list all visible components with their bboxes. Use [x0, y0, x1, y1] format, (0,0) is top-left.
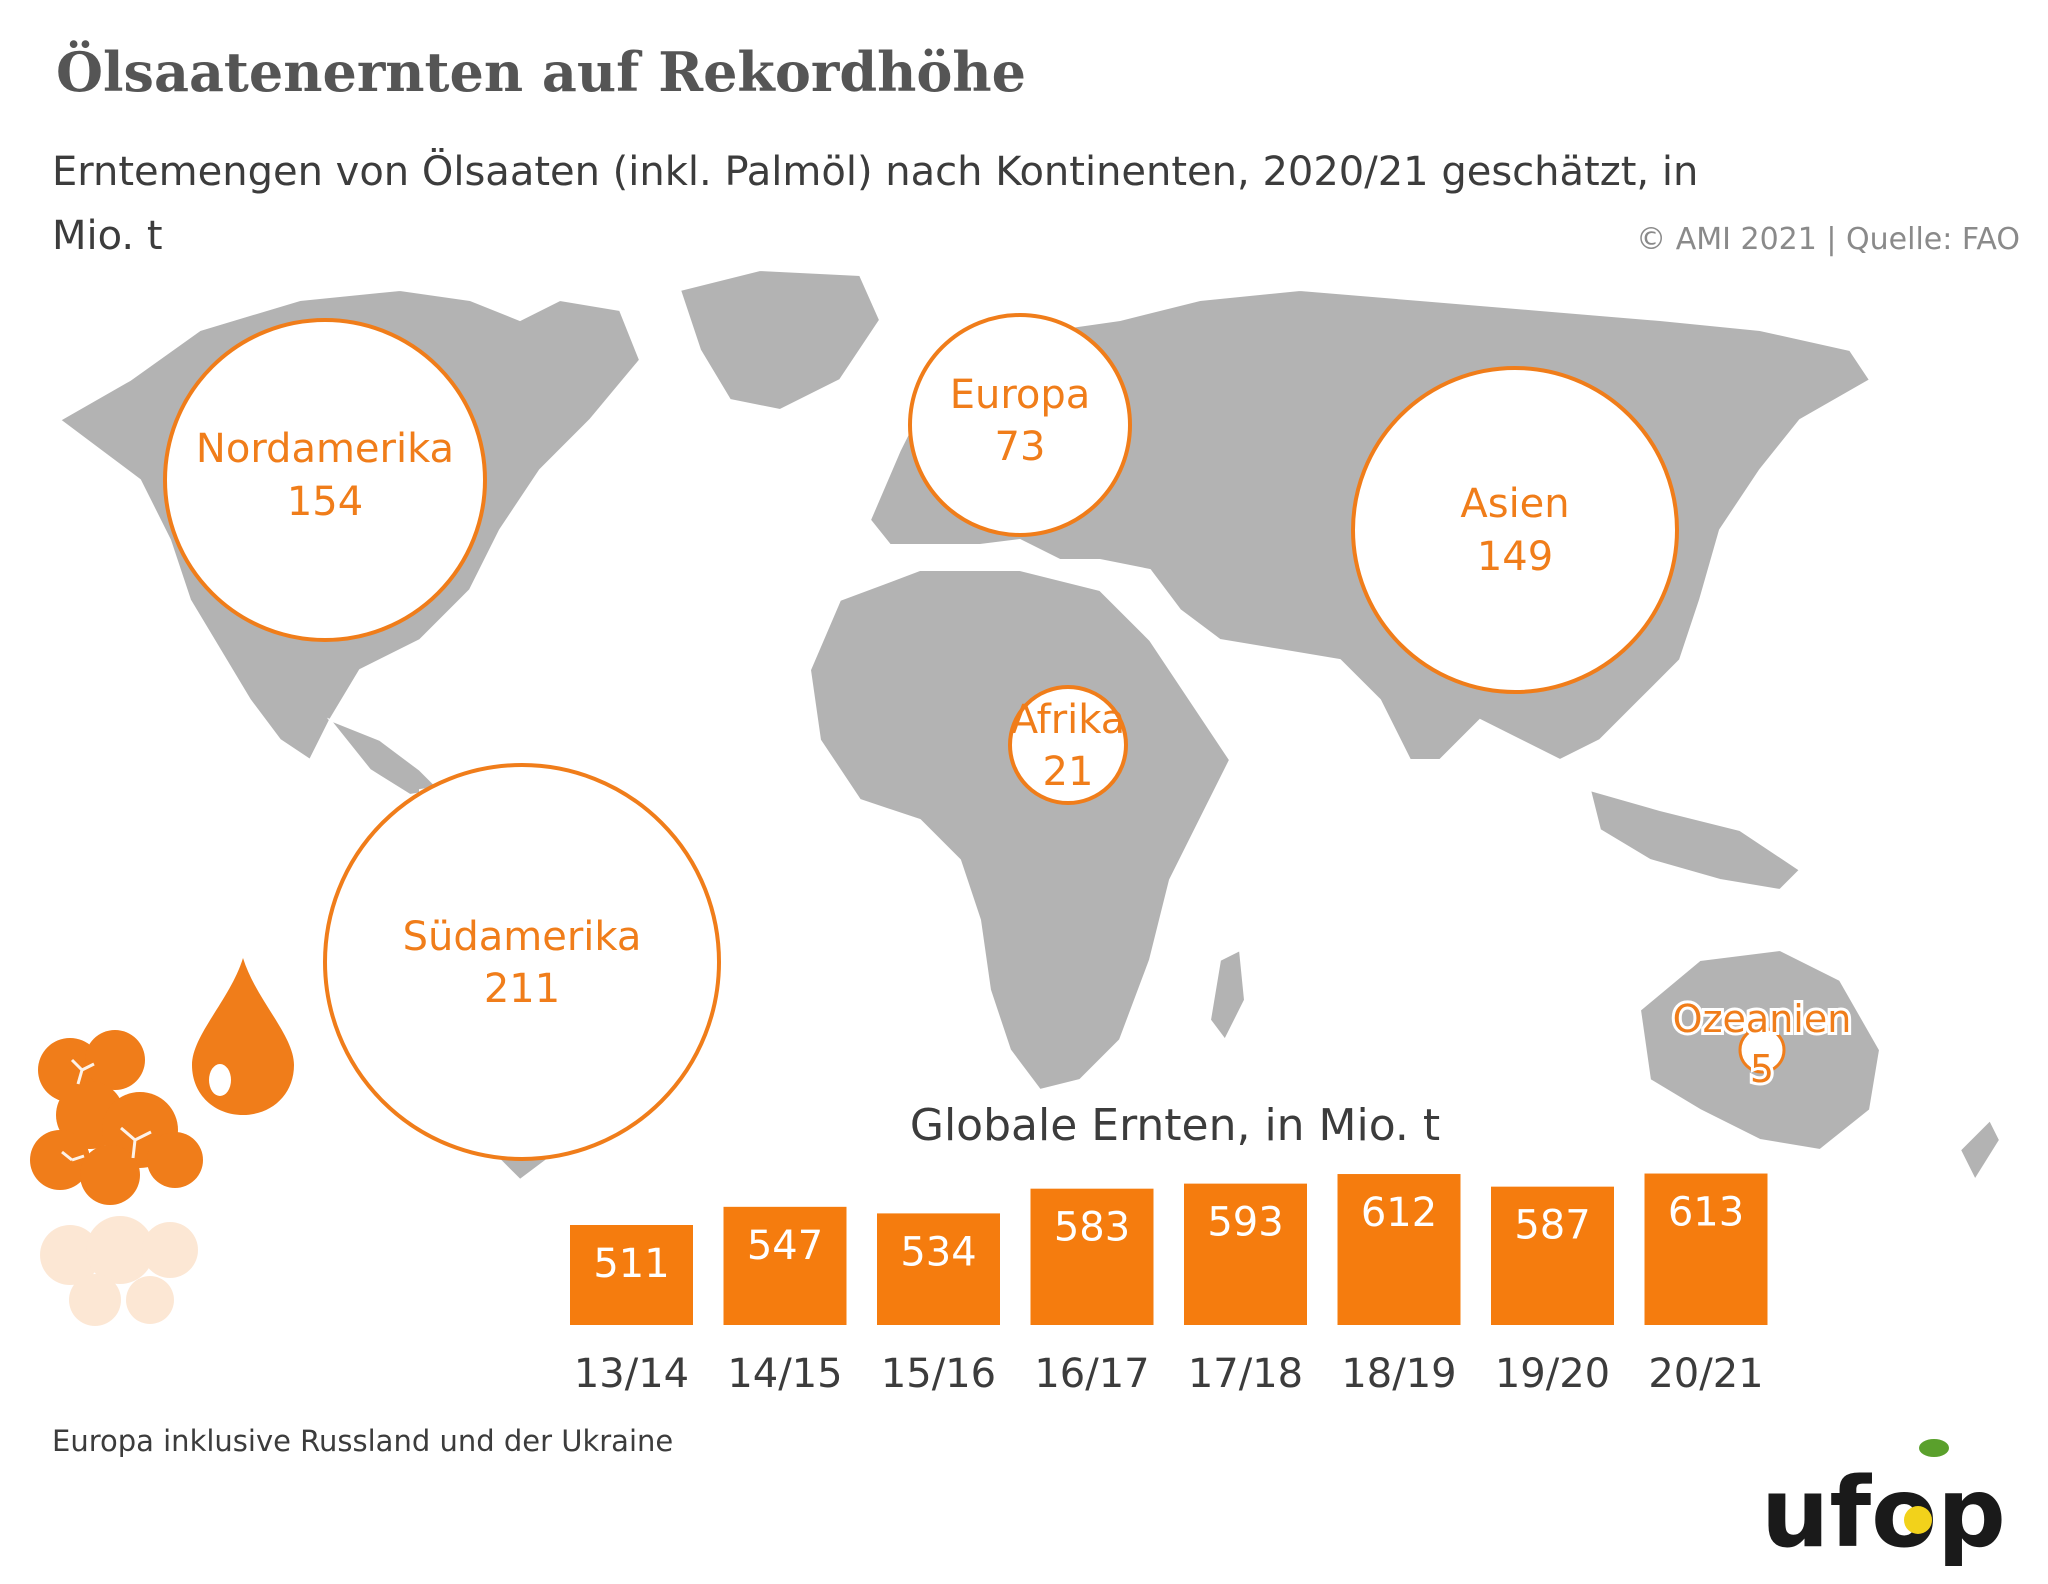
madagascar-shape: [1208, 948, 1247, 1042]
bubble-europa: Europa 73: [908, 313, 1132, 537]
leaf-icon: [1919, 1439, 1949, 1457]
bar-value-label: 613: [1668, 1190, 1744, 1236]
bar-19/20: [1491, 1186, 1614, 1325]
bar-category-label: 13/14: [574, 1351, 689, 1397]
footnote: Europa inklusive Russland und der Ukrain…: [52, 1424, 674, 1458]
bar-16/17: [1030, 1188, 1154, 1325]
bar-value-label: 593: [1207, 1200, 1283, 1246]
page-title: Ölsaatenernten auf Rekordhöhe: [56, 40, 1026, 104]
bubble-label: Asien: [1460, 481, 1569, 527]
source-note: © AMI 2021 | Quelle: FAO: [1636, 222, 2020, 257]
bar-marks: 511 13/14 547 14/15 534 15/16 583 16/17 593 17/18…: [570, 1173, 1768, 1397]
seed-icon: [1904, 1506, 1932, 1534]
new-zealand-shape: [1958, 1118, 2002, 1183]
bar-chart-title: Globale Ernten, in Mio. t: [910, 1100, 1440, 1151]
bubble-ozeanien: Ozeanien 5: [1670, 994, 1855, 1094]
oil-drop-icon: [192, 958, 294, 1115]
bar-category-label: 16/17: [1034, 1351, 1149, 1397]
bubble-label: Afrika: [1011, 697, 1126, 743]
bubble-suedamerika: Südamerika 211: [323, 763, 721, 1161]
bubble-value: 21: [1043, 749, 1094, 795]
bar-category-label: 20/21: [1648, 1351, 1763, 1397]
bar-17/18: [1184, 1183, 1307, 1325]
bubble-value: 154: [287, 479, 363, 525]
bar-value-label: 534: [900, 1229, 976, 1275]
ufop-logo: ufop: [1761, 1439, 2006, 1566]
page-subtitle: Erntemengen von Ölsaaten (inkl. Palmöl) …: [52, 149, 1699, 259]
bubble-label: Europa: [950, 372, 1091, 418]
bar-category-label: 19/20: [1495, 1351, 1610, 1397]
bubble-value: 73: [995, 424, 1046, 470]
bar-value-label: 511: [593, 1241, 669, 1287]
greenland-shape: [678, 268, 882, 412]
bubble-nordamerika: Nordamerika 154: [163, 318, 487, 642]
bar-value-label: 547: [747, 1223, 823, 1269]
logo-text: ufop: [1761, 1457, 2006, 1566]
bubble-label: Nordamerika: [196, 426, 454, 472]
bubble-asien: Asien 149: [1351, 366, 1679, 694]
africa-shape: [808, 569, 1232, 1092]
bar-category-label: 18/19: [1341, 1351, 1456, 1397]
rapeseed-flower-reflection-icon: [40, 1216, 198, 1326]
bar-value-label: 587: [1514, 1203, 1590, 1249]
bubble-value: 149: [1477, 534, 1553, 580]
bar-20/21: [1644, 1173, 1768, 1325]
southeast-asia-shape: [1588, 788, 1802, 892]
bar-18/19: [1337, 1174, 1461, 1325]
bar-category-label: 15/16: [881, 1351, 996, 1397]
bubble-value: 211: [484, 966, 560, 1012]
bubble-afrika: Afrika 21: [1008, 685, 1128, 805]
bar-category-label: 17/18: [1188, 1351, 1303, 1397]
bubble-label: Ozeanien: [1673, 997, 1852, 1041]
bar-value-label: 612: [1361, 1190, 1437, 1236]
bubble-label: Südamerika: [403, 914, 642, 960]
bar-13/14: [570, 1225, 693, 1325]
bar-14/15: [723, 1206, 847, 1325]
region-bubbles: Nordamerika 154 Europa 73 Asien 149 Afri…: [163, 313, 1855, 1161]
bar-value-label: 583: [1054, 1205, 1130, 1251]
bar-15/16: [877, 1213, 1000, 1325]
bubble-value: 5: [1750, 1047, 1774, 1091]
rapeseed-flower-icon: [30, 1030, 203, 1205]
bar-category-label: 14/15: [727, 1351, 842, 1397]
